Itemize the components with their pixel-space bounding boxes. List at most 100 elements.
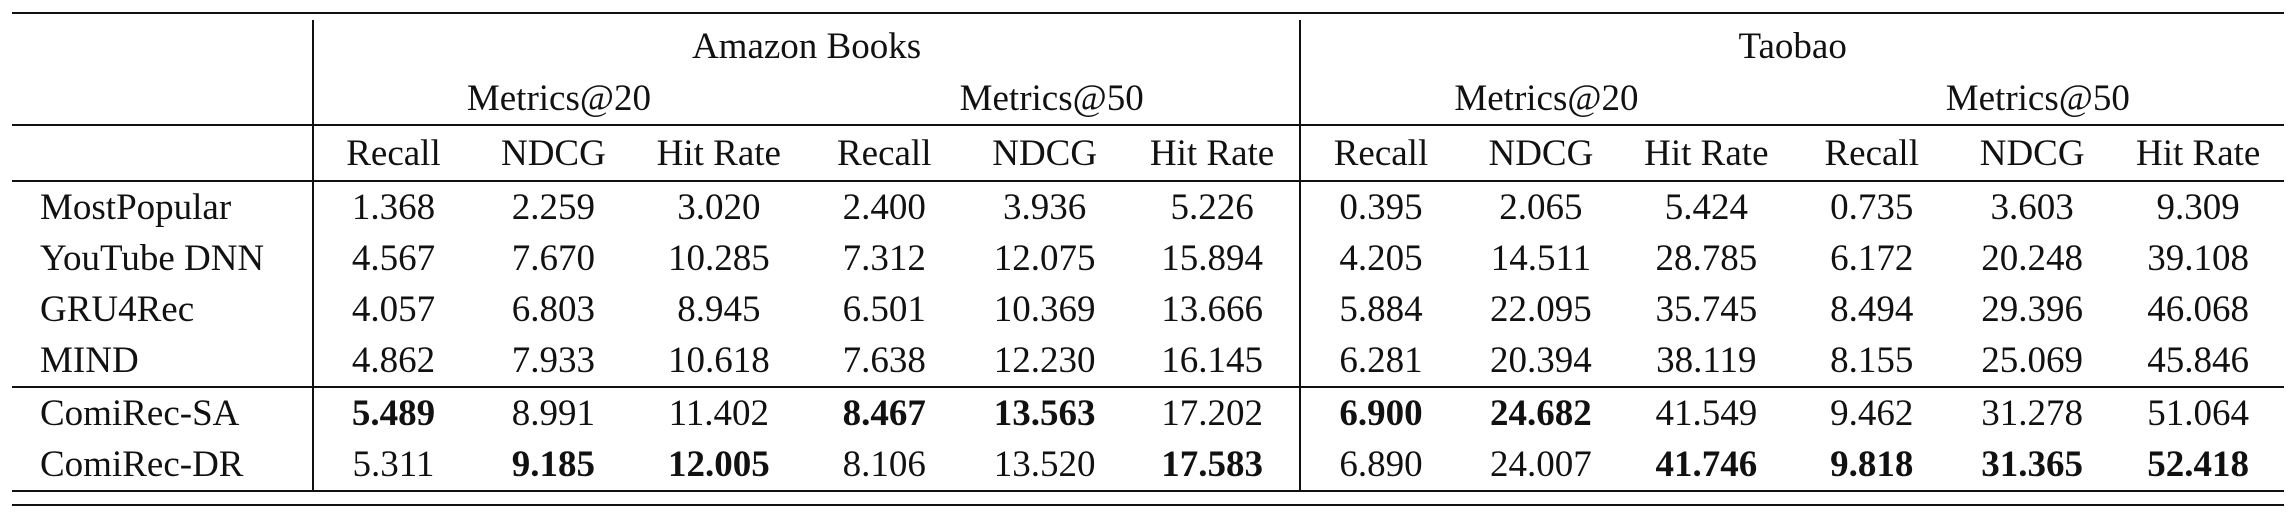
table-row: MIND 4.862 7.933 10.618 7.638 12.230 16.145 6.2… [12, 335, 2284, 387]
table-cell: 11.402 [633, 386, 805, 439]
table-cell: 3.020 [677, 187, 761, 228]
table-cell: 15.894 [1124, 233, 1302, 284]
table-cell: 22.095 [1490, 289, 1592, 330]
dataset-amazon-books: Amazon Books [312, 20, 1302, 73]
table-cell: 28.785 [1655, 238, 1758, 279]
table-cell: 12.075 [993, 238, 1096, 279]
table-cell: 9.309 [2156, 187, 2240, 228]
table-cell: 7.312 [842, 238, 926, 279]
table-cell: 13.520 [964, 439, 1125, 492]
table-cell: 52.418 [2112, 439, 2284, 492]
table-cell: 10.369 [993, 289, 1096, 330]
table-cell: 4.205 [1339, 238, 1423, 279]
dataset-taobao: Taobao [1738, 26, 1847, 67]
table-row: GRU4Rec 4.057 6.803 8.945 6.501 10.369 13.666 5… [12, 284, 2284, 335]
table-cell: 9.462 [1791, 386, 1952, 439]
column-header: NDCG [473, 124, 634, 182]
table-cell: 16.145 [1124, 335, 1302, 387]
table-cell: 17.583 [1124, 439, 1302, 492]
table-bottom-rule [12, 504, 2284, 506]
metric-group-header: Metrics@50 [804, 73, 1302, 125]
column-header: NDCG [1460, 124, 1622, 182]
table-cell: 20.394 [1490, 340, 1592, 381]
table-cell: 5.226 [1124, 181, 1302, 233]
table-row: MostPopular 1.368 2.259 3.020 2.400 3.936 5.22… [12, 181, 2284, 233]
column-header: Recall [804, 124, 965, 182]
table-cell: 13.563 [964, 386, 1125, 439]
table-cell: 38.119 [1656, 340, 1757, 381]
table-cell: 6.900 [1300, 386, 1461, 439]
metric-group-header: Metrics@20 [1454, 78, 1639, 119]
column-header: Recall [1791, 124, 1952, 182]
table-cell: 3.603 [1990, 187, 2074, 228]
table-cell: 31.365 [1951, 439, 2113, 492]
column-header: NDCG [1951, 124, 2113, 182]
table-cell: 24.007 [1460, 439, 1622, 492]
table-cell: 6.501 [842, 289, 926, 330]
table-cell: 6.803 [511, 289, 596, 330]
method-name: GRU4Rec [12, 284, 314, 335]
table-cell: 51.064 [2112, 386, 2284, 439]
table-cell: 25.069 [1981, 340, 2084, 381]
table-row: YouTube DNN 4.567 7.670 10.285 7.312 12.075 15… [12, 233, 2284, 284]
table-cell: 35.745 [1655, 289, 1758, 330]
table-cell: 3.936 [1003, 187, 1087, 228]
table-cell: 4.567 [351, 238, 436, 279]
table-cell: 5.311 [312, 439, 474, 492]
table-cell: 31.278 [1951, 386, 2113, 439]
table-cell: 6.281 [1339, 340, 1423, 381]
table-cell: 5.884 [1339, 289, 1423, 330]
table-cell: 2.400 [842, 187, 926, 228]
table-cell: 2.065 [1499, 187, 1583, 228]
table-cell: 7.670 [511, 238, 596, 279]
table-cell: 0.395 [1339, 187, 1423, 228]
table-cell: 9.185 [473, 439, 634, 492]
table-cell: 45.846 [2147, 340, 2250, 381]
table-cell: 6.172 [1830, 238, 1914, 279]
table-cell: 20.248 [1981, 238, 2084, 279]
table-cell: 8.494 [1830, 289, 1914, 330]
table-cell: 41.746 [1621, 439, 1792, 492]
table-cell: 7.933 [511, 340, 596, 381]
table-cell: 9.818 [1791, 439, 1952, 492]
column-header: Recall [1300, 124, 1461, 182]
table-cell: 6.890 [1300, 439, 1461, 492]
table-cell: 12.005 [633, 439, 805, 492]
table-cell: 17.202 [1124, 386, 1302, 439]
table-cell: 8.991 [473, 386, 634, 439]
table-cell: 10.618 [667, 340, 770, 381]
column-header: Hit Rate [2112, 124, 2284, 182]
metric-group-header: Metrics@50 [1945, 78, 2130, 119]
column-header: Hit Rate [633, 124, 805, 182]
table-row: ComiRec-SA 5.489 8.991 11.402 8.467 13.563 17.… [12, 386, 2284, 439]
method-name: ComiRec-DR [12, 439, 314, 492]
table-cell: 8.945 [677, 289, 761, 330]
table-cell: 7.638 [842, 340, 926, 381]
method-name: YouTube DNN [12, 233, 314, 284]
method-name: MostPopular [12, 181, 314, 233]
table-cell: 4.862 [351, 340, 436, 381]
table-cell: 46.068 [2147, 289, 2250, 330]
table-row: ComiRec-DR 5.311 9.185 12.005 8.106 13.520 17.… [12, 439, 2284, 492]
results-table: Amazon Books Taobao Metrics@20 Metrics@5… [12, 20, 2284, 492]
table-cell: 8.106 [804, 439, 965, 492]
table-cell: 8.467 [804, 386, 965, 439]
table-cell: 24.682 [1460, 386, 1622, 439]
column-header: NDCG [964, 124, 1125, 182]
column-header: Recall [312, 124, 474, 182]
table-cell: 12.230 [993, 340, 1096, 381]
table-cell: 0.735 [1830, 187, 1914, 228]
table-cell: 1.368 [351, 187, 436, 228]
table-cell: 41.549 [1621, 386, 1792, 439]
table-cell: 2.259 [511, 187, 596, 228]
metric-group-row: Metrics@20 Metrics@50 Metrics@20 Metrics… [12, 73, 2284, 125]
table-cell: 5.424 [1664, 187, 1748, 228]
method-name: MIND [12, 335, 314, 387]
column-header: Hit Rate [1124, 124, 1302, 182]
column-header: Hit Rate [1621, 124, 1792, 182]
column-header-row: Recall NDCG Hit Rate Recall NDCG Hit Rat… [12, 124, 2284, 182]
table-cell: 29.396 [1981, 289, 2084, 330]
metric-group-header: Metrics@20 [466, 78, 651, 119]
table-cell: 10.285 [667, 238, 770, 279]
table-cell: 39.108 [2147, 238, 2250, 279]
